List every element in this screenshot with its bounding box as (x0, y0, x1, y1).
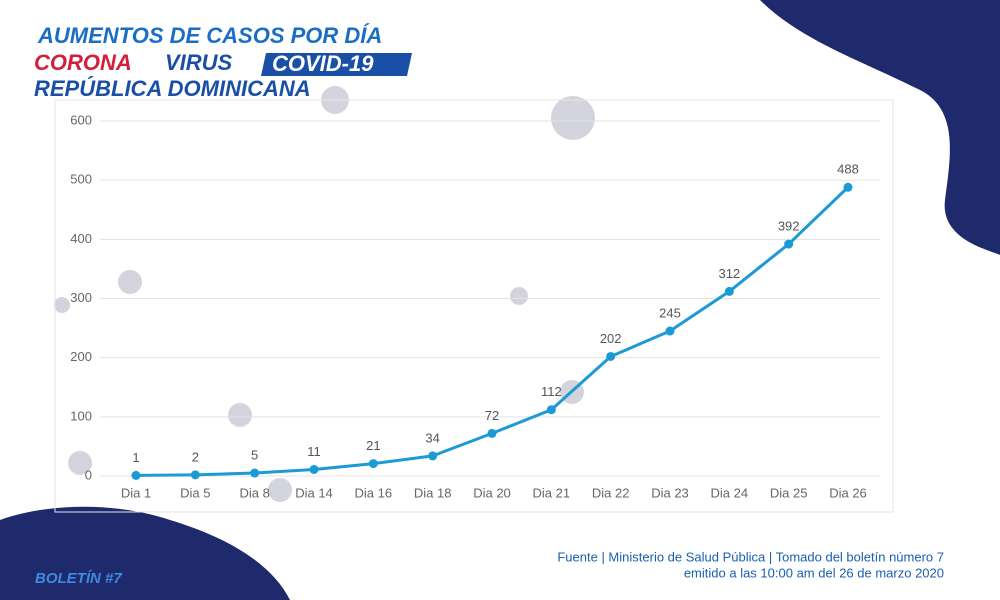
title-virus: VIRUS (165, 50, 233, 75)
data-label: 312 (718, 266, 740, 281)
chart-frame (54, 99, 894, 513)
data-label: 488 (837, 162, 859, 177)
title-corona: CORONA (34, 50, 132, 75)
x-tick-label: Dia 18 (414, 485, 452, 500)
data-label: 72 (485, 408, 499, 423)
covid-box (261, 53, 412, 76)
data-point (546, 405, 556, 415)
x-tick-label: Dia 25 (770, 485, 808, 500)
x-tick-label: Dia 24 (711, 485, 749, 500)
x-tick-label: Dia 23 (651, 485, 689, 500)
data-label: 34 (425, 430, 439, 445)
data-point (309, 464, 319, 474)
y-tick-label: 600 (70, 112, 92, 127)
decor-virus (54, 86, 595, 502)
data-point (724, 286, 734, 296)
y-tick-label: 0 (85, 467, 92, 482)
data-point (368, 459, 378, 469)
title-line: AUMENTOS DE CASOS POR DÍA (37, 23, 382, 48)
data-point (843, 182, 853, 192)
y-tick-label: 500 (70, 172, 92, 187)
x-tick-label: Dia 8 (239, 485, 269, 500)
x-tick-label: Dia 22 (592, 485, 630, 500)
data-label: 5 (251, 447, 258, 462)
data-label: 392 (778, 219, 800, 234)
bulletin-label: BOLETÍN #7 (35, 570, 122, 587)
x-tick-label: Dia 1 (121, 485, 151, 500)
data-point (606, 351, 616, 361)
data-point (784, 239, 794, 249)
data-label: 1 (132, 450, 139, 465)
x-tick-label: Dia 20 (473, 485, 511, 500)
title-country: REPÚBLICA DOMINICANA (34, 76, 311, 101)
data-point (131, 470, 141, 480)
y-tick-label: 400 (70, 231, 92, 246)
data-label: 11 (307, 444, 321, 459)
source-note: Fuente | Ministerio de Salud Pública | T… (557, 549, 944, 564)
data-point (250, 468, 260, 478)
x-tick-label: Dia 16 (355, 485, 393, 500)
data-point (487, 428, 497, 438)
x-tick-label: Dia 5 (180, 485, 210, 500)
y-tick-label: 100 (70, 408, 92, 423)
y-tick-label: 300 (70, 290, 92, 305)
data-label: 21 (366, 438, 380, 453)
decor-blob (760, 0, 1000, 255)
x-tick-label: Dia 26 (829, 485, 867, 500)
data-point (665, 326, 675, 336)
y-tick-label: 200 (70, 349, 92, 364)
data-label: 112 (541, 384, 562, 399)
data-label: 245 (659, 305, 681, 320)
decor-blob (0, 506, 290, 600)
data-point (428, 451, 438, 461)
x-tick-label: Dia 21 (533, 485, 571, 500)
data-point (190, 470, 200, 480)
issued-note: emitido a las 10:00 am del 26 de marzo 2… (684, 565, 944, 580)
x-tick-label: Dia 14 (295, 485, 333, 500)
data-label: 202 (600, 331, 622, 346)
data-label: 2 (192, 449, 199, 464)
title-covid: COVID-19 (272, 51, 374, 76)
